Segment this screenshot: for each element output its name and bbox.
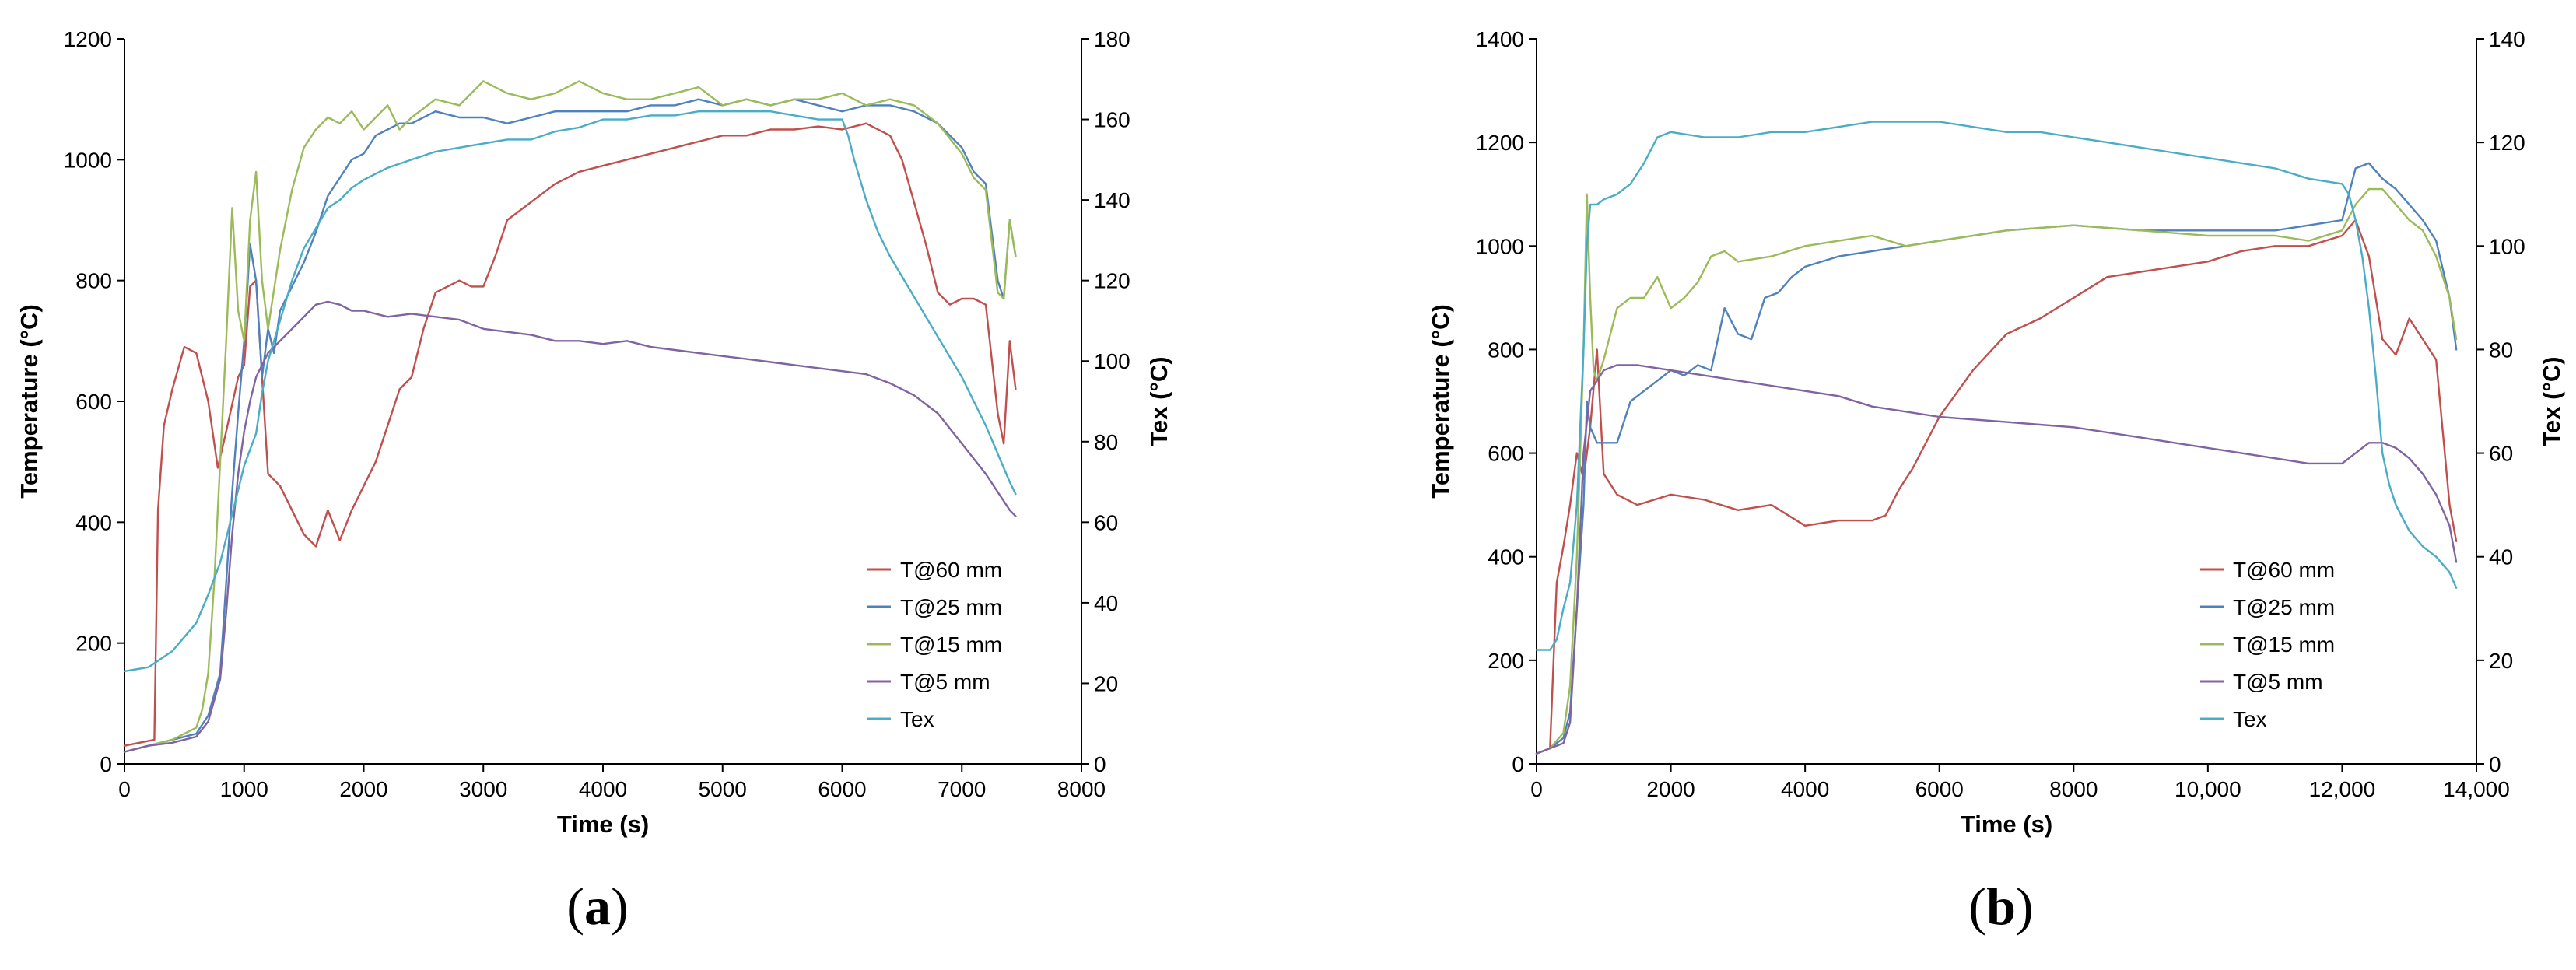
x-tick-label: 7000	[938, 777, 986, 801]
series-line-tex	[123, 110, 1017, 673]
legend-label: Tex	[2233, 707, 2267, 731]
y-tick-label: 800	[75, 269, 112, 293]
y2-tick-label: 20	[1094, 671, 1118, 695]
series-line-t-5-mm	[1535, 364, 2458, 755]
y2-tick-label: 100	[2489, 234, 2525, 258]
x-tick-label: 3000	[459, 777, 507, 801]
series-line-tex	[1535, 121, 2458, 651]
legend-label: T@15 mm	[2233, 632, 2335, 657]
x-tick-label: 6000	[818, 777, 866, 801]
y2-axis-label: Tex (°C)	[2538, 356, 2565, 446]
y-tick-label: 0	[1512, 752, 1524, 776]
legend-label: T@5 mm	[2233, 670, 2323, 694]
x-tick-label: 10,000	[2175, 777, 2241, 801]
series-line-t-5-mm	[123, 300, 1017, 753]
legend-label: T@5 mm	[900, 670, 990, 694]
series-line-t-15-mm	[1535, 187, 2458, 755]
caption-close-paren: )	[2016, 877, 2034, 936]
x-tick-label: 8000	[1057, 777, 1106, 801]
legend-label: T@60 mm	[2233, 558, 2335, 582]
panel-caption: (b)	[1968, 877, 2033, 936]
legend: T@60 mm T@25 mm T@15 mm T@5 mm Tex	[2200, 558, 2335, 731]
x-tick-label: 1000	[220, 777, 268, 801]
y2-tick-label: 0	[1094, 752, 1106, 776]
y-tick-label: 1000	[1476, 234, 1524, 258]
x-tick-label: 5000	[699, 777, 747, 801]
series-line-t-15-mm	[123, 80, 1017, 753]
y2-tick-label: 80	[1094, 430, 1118, 454]
x-tick-label: 4000	[579, 777, 627, 801]
caption-open-paren: (	[1968, 877, 1986, 936]
y2-tick-label: 160	[1094, 108, 1130, 132]
y-tick-label: 1200	[1476, 131, 1524, 155]
caption-letter: b	[1986, 877, 2016, 936]
caption-open-paren: (	[566, 877, 584, 936]
y-tick-label: 200	[1488, 649, 1524, 673]
x-tick-label: 0	[118, 777, 131, 801]
y2-tick-label: 40	[1094, 591, 1118, 615]
y2-tick-label: 120	[1094, 269, 1130, 293]
x-tick-label: 6000	[1915, 777, 1964, 801]
legend-label: Tex	[900, 707, 934, 731]
y-axis-label: Temperature (°C)	[1427, 304, 1454, 499]
y2-axis-label: Tex (°C)	[1145, 356, 1172, 446]
y2-tick-label: 60	[1094, 510, 1118, 534]
y-tick-label: 600	[1488, 442, 1524, 466]
series-line-t-25-mm	[1535, 162, 2458, 755]
y2-tick-label: 40	[2489, 545, 2513, 569]
x-tick-label: 12,000	[2309, 777, 2376, 801]
legend-label: T@15 mm	[900, 632, 1002, 657]
y2-tick-label: 20	[2489, 649, 2513, 673]
y2-tick-label: 80	[2489, 338, 2513, 362]
x-tick-label: 2000	[1646, 777, 1695, 801]
x-tick-label: 8000	[2049, 777, 2098, 801]
y2-tick-label: 140	[1094, 188, 1130, 212]
legend-label: T@25 mm	[2233, 595, 2335, 619]
x-tick-label: 14,000	[2443, 777, 2510, 801]
y-axis-label: Temperature (°C)	[16, 304, 43, 499]
y-tick-label: 200	[75, 632, 112, 656]
panel-caption: (a)	[566, 877, 628, 936]
y2-tick-label: 140	[2489, 27, 2525, 51]
x-tick-label: 0	[1530, 777, 1543, 801]
caption-letter: a	[584, 877, 611, 936]
y-tick-label: 1000	[64, 148, 112, 172]
legend-label: T@25 mm	[900, 595, 1002, 619]
y-tick-label: 0	[100, 752, 112, 776]
caption-close-paren: )	[611, 877, 629, 936]
y-tick-label: 400	[75, 510, 112, 534]
y-tick-label: 600	[75, 390, 112, 414]
chart-panel-b: 0 2000 4000 6000 8000 10,000 12,000 14,00002004…	[1427, 27, 2565, 936]
y-tick-label: 1200	[64, 27, 112, 51]
series-line-t-60-mm	[1535, 219, 2458, 755]
y-tick-label: 1400	[1476, 27, 1524, 51]
x-axis-label: Time (s)	[557, 811, 649, 838]
y2-tick-label: 100	[1094, 349, 1130, 373]
legend: T@60 mm T@25 mm T@15 mm T@5 mm Tex	[867, 558, 1002, 731]
chart-panel-a: 0 1000 2000 3000 4000 5000 6000 7000 80000200400…	[16, 27, 1172, 936]
y2-tick-label: 120	[2489, 131, 2525, 155]
y-tick-label: 400	[1488, 545, 1524, 569]
y2-tick-label: 60	[2489, 442, 2513, 466]
x-tick-label: 2000	[339, 777, 387, 801]
x-tick-label: 4000	[1781, 777, 1829, 801]
y2-tick-label: 0	[2489, 752, 2501, 776]
x-axis-label: Time (s)	[1961, 811, 2052, 838]
y2-tick-label: 180	[1094, 27, 1130, 51]
legend-label: T@60 mm	[900, 558, 1002, 582]
y-tick-label: 800	[1488, 338, 1524, 362]
